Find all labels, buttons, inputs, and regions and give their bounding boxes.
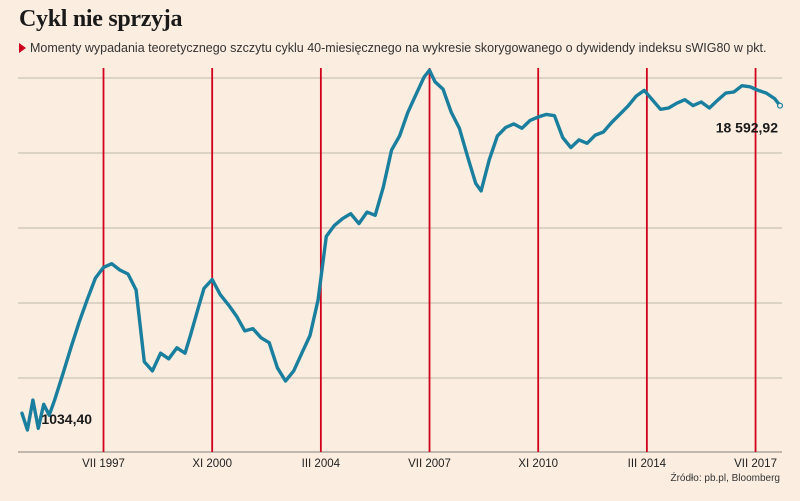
x-tick-label: XI 2000 [192, 458, 232, 470]
value-annotations: 1034,40 18 592,92 [41, 120, 778, 427]
subtitle-text: Momenty wypadania teoretycznego szczytu … [30, 41, 767, 55]
chart-title: Cykl nie sprzyja [19, 6, 183, 32]
x-tick-label: III 2004 [302, 458, 341, 470]
x-tick-label: VII 2007 [408, 458, 451, 470]
x-tick-label: III 2014 [628, 458, 667, 470]
x-tick-labels: VII 1997 XI 2000 III 2004 VII 2007 XI 2010 II… [82, 458, 777, 470]
gridlines [18, 77, 782, 379]
x-tick-label: XI 2010 [518, 458, 558, 470]
source-note: Źródło: pb.pl, Bloomberg [670, 473, 780, 484]
start-value-label: 1034,40 [41, 411, 92, 427]
subtitle-marker-icon [19, 43, 26, 53]
chart-subtitle: Momenty wypadania teoretycznego szczytu … [19, 41, 766, 55]
series-line-0 [20, 68, 782, 432]
x-tick-label: VII 2017 [734, 458, 777, 470]
series-group [20, 68, 783, 432]
x-tick-label: VII 1997 [82, 458, 125, 470]
series-end-point [776, 102, 783, 109]
cycle-peak-markers [102, 68, 757, 452]
end-value-label: 18 592,92 [716, 120, 778, 136]
